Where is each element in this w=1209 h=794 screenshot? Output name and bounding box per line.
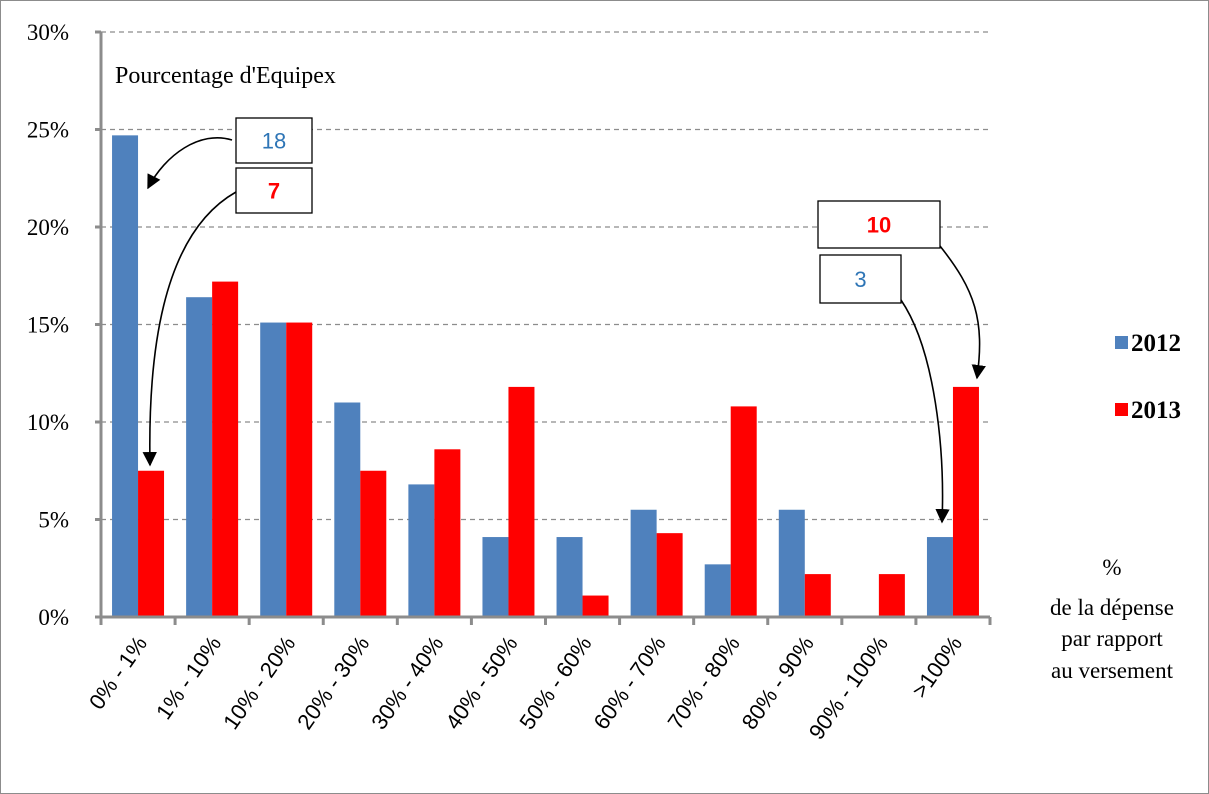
bar-2012-8 bbox=[704, 564, 731, 617]
x-axis-label: % de la dépense par rapport au versement bbox=[1050, 555, 1174, 683]
x-tick-label-5: 40% - 50% bbox=[440, 632, 522, 735]
legend: 2012 2013 bbox=[1115, 330, 1181, 424]
annotation-label-0: 18 bbox=[262, 129, 286, 154]
annotation-arrow-1 bbox=[142, 191, 237, 467]
annotation-label-1: 7 bbox=[268, 179, 280, 204]
annotation-box-1 bbox=[235, 167, 313, 214]
bar-2013-10 bbox=[878, 574, 905, 617]
x-axis-label-line-1: % bbox=[1102, 555, 1121, 580]
bar-2012-2 bbox=[260, 322, 287, 617]
legend-swatch-2012 bbox=[1115, 336, 1128, 349]
annotation-label-2: 10 bbox=[867, 213, 891, 238]
annotation-box-0 bbox=[235, 117, 313, 164]
bar-2013-0 bbox=[138, 470, 165, 617]
y-tick-label-3: 15% bbox=[27, 313, 69, 338]
y-tick-label-6: 30% bbox=[27, 20, 69, 45]
x-tick-label-0: 0% - 1% bbox=[84, 632, 152, 714]
annotation-arrow-2 bbox=[939, 245, 986, 380]
bar-2012-9 bbox=[778, 509, 805, 617]
bar-2013-6 bbox=[582, 595, 609, 617]
x-axis-label-line-4: au versement bbox=[1051, 658, 1174, 683]
x-tick-labels: 0% - 1%1% - 10%10% - 20%20% - 30%30% - 4… bbox=[84, 632, 967, 745]
x-tick-label-4: 30% - 40% bbox=[366, 632, 448, 735]
bar-2013-2 bbox=[286, 322, 313, 617]
annotation-label-3: 3 bbox=[854, 267, 866, 292]
legend-label-2012: 2012 bbox=[1131, 330, 1181, 357]
annotation-arrow-3 bbox=[900, 299, 950, 524]
x-tick-label-11: >100% bbox=[907, 632, 967, 703]
axes bbox=[95, 30, 992, 625]
bar-2012-6 bbox=[556, 537, 583, 617]
bar-2012-0 bbox=[112, 135, 139, 617]
bar-2013-7 bbox=[656, 533, 683, 617]
y-tick-label-2: 10% bbox=[27, 410, 69, 435]
x-tick-label-8: 70% - 80% bbox=[663, 632, 745, 735]
bar-2012-7 bbox=[630, 509, 657, 617]
annotation-box-2 bbox=[817, 200, 941, 249]
y-tick-labels: 0% 5% 10% 15% 20% 25% 30% bbox=[27, 20, 69, 630]
x-tick-label-2: 10% - 20% bbox=[218, 632, 300, 735]
legend-label-2013: 2013 bbox=[1131, 397, 1181, 424]
bar-2013-9 bbox=[804, 574, 831, 617]
x-axis-label-line-3: par rapport bbox=[1061, 626, 1163, 651]
y-axis-label: Pourcentage d'Equipex bbox=[115, 63, 336, 89]
bar-2012-4 bbox=[408, 484, 435, 617]
y-tick-label-5: 25% bbox=[27, 118, 69, 143]
y-tick-label-0: 0% bbox=[38, 605, 69, 630]
bar-2013-4 bbox=[434, 449, 461, 617]
x-tick-label-3: 20% - 30% bbox=[292, 632, 374, 735]
bar-2012-11 bbox=[926, 537, 953, 617]
annotation-arrow-0 bbox=[147, 137, 233, 190]
y-tick-label-4: 20% bbox=[27, 215, 69, 240]
bar-2012-5 bbox=[482, 537, 509, 617]
x-tick-label-6: 50% - 60% bbox=[514, 632, 596, 735]
x-tick-label-1: 1% - 10% bbox=[151, 632, 226, 724]
x-tick-label-9: 80% - 90% bbox=[737, 632, 819, 735]
y-tick-label-1: 5% bbox=[38, 508, 69, 533]
annotation-box-3 bbox=[819, 254, 902, 304]
bar-2013-8 bbox=[730, 406, 757, 617]
x-tick-label-10: 90% - 100% bbox=[804, 632, 893, 745]
bar-2012-1 bbox=[186, 297, 213, 617]
x-tick-label-7: 60% - 70% bbox=[589, 632, 671, 735]
x-axis-label-line-2: de la dépense bbox=[1050, 595, 1174, 620]
legend-swatch-2013 bbox=[1115, 403, 1128, 416]
annotations: 18 7 10 3 bbox=[142, 117, 986, 524]
bar-2012-3 bbox=[334, 402, 361, 617]
bar-2013-1 bbox=[212, 281, 239, 617]
bars bbox=[112, 135, 979, 617]
bar-2013-11 bbox=[952, 386, 979, 617]
bar-2013-3 bbox=[360, 470, 387, 617]
bar-2013-5 bbox=[508, 386, 535, 617]
